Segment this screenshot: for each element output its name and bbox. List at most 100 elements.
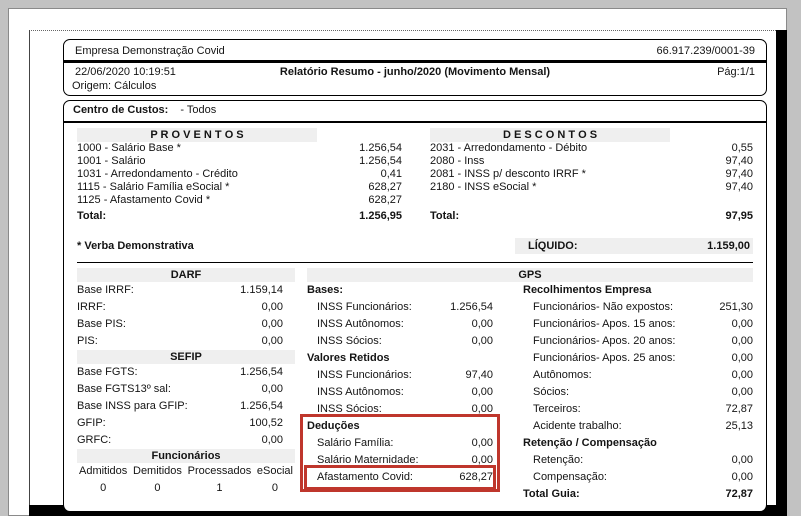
valores-retidos-header: Valores Retidos: [307, 352, 390, 364]
footnote: * Verba Demonstrativa: [77, 240, 194, 252]
item-value: 0,00: [261, 383, 283, 395]
item-value: 0,00: [731, 369, 753, 381]
deducoes-header: Deduções: [307, 420, 360, 432]
item-label: Funcionários- Não expostos:: [533, 301, 674, 313]
descontos-title: D E S C O N T O S: [502, 129, 598, 141]
bases-header: Bases:: [307, 284, 344, 296]
item-value: 628,27: [459, 471, 493, 483]
item-value: 1.256,54: [359, 155, 402, 167]
company-row: Empresa Demonstração Covid 66.917.239/00…: [64, 40, 766, 63]
col-header: Admitidos: [79, 465, 128, 477]
provento-row: 1031 - Arredondamento - Crédito 0,41: [77, 168, 402, 181]
bases-row: INSS Sócios: 0,00: [307, 333, 493, 350]
retencao-header: Retenção / Compensação: [523, 437, 657, 449]
item-value: 0,00: [261, 318, 283, 330]
col-header: Demitidos: [133, 465, 182, 477]
funcionarios-header: Funcionários: [77, 449, 295, 463]
highlight-box-afastamento-covid: [304, 465, 496, 490]
deducoes-row: Afastamento Covid: 628,27: [307, 469, 493, 486]
item-label: Salário Maternidade:: [317, 454, 419, 466]
sefip-row: GRFC: 0,00: [77, 432, 295, 449]
provento-row: 1125 - Afastamento Covid * 628,27: [77, 194, 402, 207]
item-value: 628,27: [368, 181, 402, 193]
cost-center-label: Centro de Custos:: [73, 104, 169, 116]
sefip-row: Base FGTS13º sal: 0,00: [77, 381, 295, 398]
darf-header: DARF: [77, 268, 295, 282]
item-label: Acidente trabalho:: [533, 420, 622, 432]
total-label: Total:: [430, 210, 460, 222]
descontos-header: D E S C O N T O S: [430, 128, 670, 142]
item-label: Funcionários- Apos. 25 anos:: [533, 352, 676, 364]
item-label: INSS Sócios:: [317, 403, 382, 415]
item-value: 1.159,14: [240, 284, 283, 296]
frame-right-edge: [776, 30, 787, 515]
total-guia-value: 72,87: [725, 488, 753, 500]
item-value: 1.256,54: [240, 366, 283, 378]
proventos-title: P R O V E N T O S: [150, 129, 244, 141]
provento-row: 1001 - Salário 1.256,54: [77, 155, 402, 168]
gps-left-column: Bases: INSS Funcionários: 1.256,54: [307, 282, 493, 503]
darf-row: PIS: 0,00: [77, 333, 295, 350]
valores-retidos-list: INSS Funcionários: 97,40 INSS Autônomos:…: [307, 367, 493, 418]
darf-row: Base PIS: 0,00: [77, 316, 295, 333]
item-label: Afastamento Covid:: [317, 471, 413, 483]
item-value: 100,52: [249, 417, 283, 429]
section-divider: [77, 262, 753, 263]
item-label: Base FGTS13º sal:: [77, 383, 171, 395]
item-label: Base FGTS:: [77, 366, 138, 378]
item-value: 0,00: [731, 335, 753, 347]
funcionarios-table: Admitidos 0 Demitidos 0 Proces: [77, 463, 295, 497]
deducoes-row: Salário Família: 0,00: [307, 435, 493, 452]
recolhimentos-row: Funcionários- Apos. 20 anos: 0,00: [523, 333, 753, 350]
report-origin: Origem: Cálculos: [72, 80, 157, 92]
item-value: 97,40: [725, 155, 753, 167]
sefip-header: SEFIP: [77, 350, 295, 364]
item-label: 1000 - Salário Base *: [77, 142, 181, 154]
proventos-list: 1000 - Salário Base * 1.256,54 1001 - Sa…: [77, 142, 402, 207]
proventos-header: P R O V E N T O S: [77, 128, 317, 142]
report-header: Empresa Demonstração Covid 66.917.239/00…: [63, 39, 767, 96]
item-value: 97,40: [725, 168, 753, 180]
liquido-label: LÍQUIDO:: [528, 240, 578, 252]
item-label: Autônomos:: [533, 369, 592, 381]
retencao-list: Retenção: 0,00 Compensação: 0,00: [523, 452, 753, 486]
bases-row: INSS Funcionários: 1.256,54: [307, 299, 493, 316]
item-label: INSS Autônomos:: [317, 386, 404, 398]
liquido-bar: LÍQUIDO: 1.159,00: [515, 238, 753, 254]
desconto-row: 2081 - INSS p/ desconto IRRF * 97,40: [430, 168, 753, 181]
item-label: 1115 - Salário Família eSocial *: [77, 181, 230, 193]
item-label: Base INSS para GFIP:: [77, 400, 188, 412]
valores-retidos-row: INSS Sócios: 0,00: [307, 401, 493, 418]
col-value: 0: [271, 482, 278, 494]
valores-retidos-row: INSS Autônomos: 0,00: [307, 384, 493, 401]
item-label: 2180 - INSS eSocial *: [430, 181, 537, 193]
provento-row: 1000 - Salário Base * 1.256,54: [77, 142, 402, 155]
recolhimentos-row: Funcionários- Apos. 25 anos: 0,00: [523, 350, 753, 367]
col-value: 0: [154, 482, 161, 494]
liquido-section: * Verba Demonstrativa LÍQUIDO: 1.159,00: [77, 237, 753, 255]
item-label: Funcionários- Apos. 15 anos:: [533, 318, 676, 330]
descontos-list: 2031 - Arredondamento - Débito 0,55 2080…: [430, 142, 753, 194]
item-label: INSS Funcionários:: [317, 369, 412, 381]
col-value: 1: [216, 482, 223, 494]
recolhimentos-row: Acidente trabalho: 25,13: [523, 418, 753, 435]
funcionarios-col: Admitidos 0: [79, 463, 127, 497]
sefip-row: Base FGTS: 1.256,54: [77, 364, 295, 381]
page-margin-dotted-line: [29, 30, 776, 31]
funcionarios-col: eSocial 0: [257, 463, 293, 497]
item-label: IRRF:: [77, 301, 106, 313]
funcionarios-col: Demitidos 0: [133, 463, 182, 497]
item-value: 1.256,54: [359, 142, 402, 154]
cost-center-row: Centro de Custos: - Todos: [64, 101, 766, 123]
report-title: Relatório Resumo - junho/2020 (Movimento…: [279, 66, 551, 78]
darf-list: Base IRRF: 1.159,14 IRRF: 0,00: [77, 282, 295, 350]
recolhimentos-row: Sócios: 0,00: [523, 384, 753, 401]
item-value: 0,00: [731, 318, 753, 330]
report-content: P R O V E N T O S 1000 - Salário Base * …: [64, 123, 766, 503]
tax-summary-section: DARF Base IRRF: 1.159,14 I: [77, 268, 753, 503]
descontos-column: D E S C O N T O S 2031 - Arredondamento …: [430, 128, 753, 224]
descontos-total-row: Total: 97,95: [430, 209, 753, 224]
item-value: 97,40: [465, 369, 493, 381]
bases-list: INSS Funcionários: 1.256,54 INSS Autônom…: [307, 299, 493, 350]
item-value: 0,00: [261, 301, 283, 313]
